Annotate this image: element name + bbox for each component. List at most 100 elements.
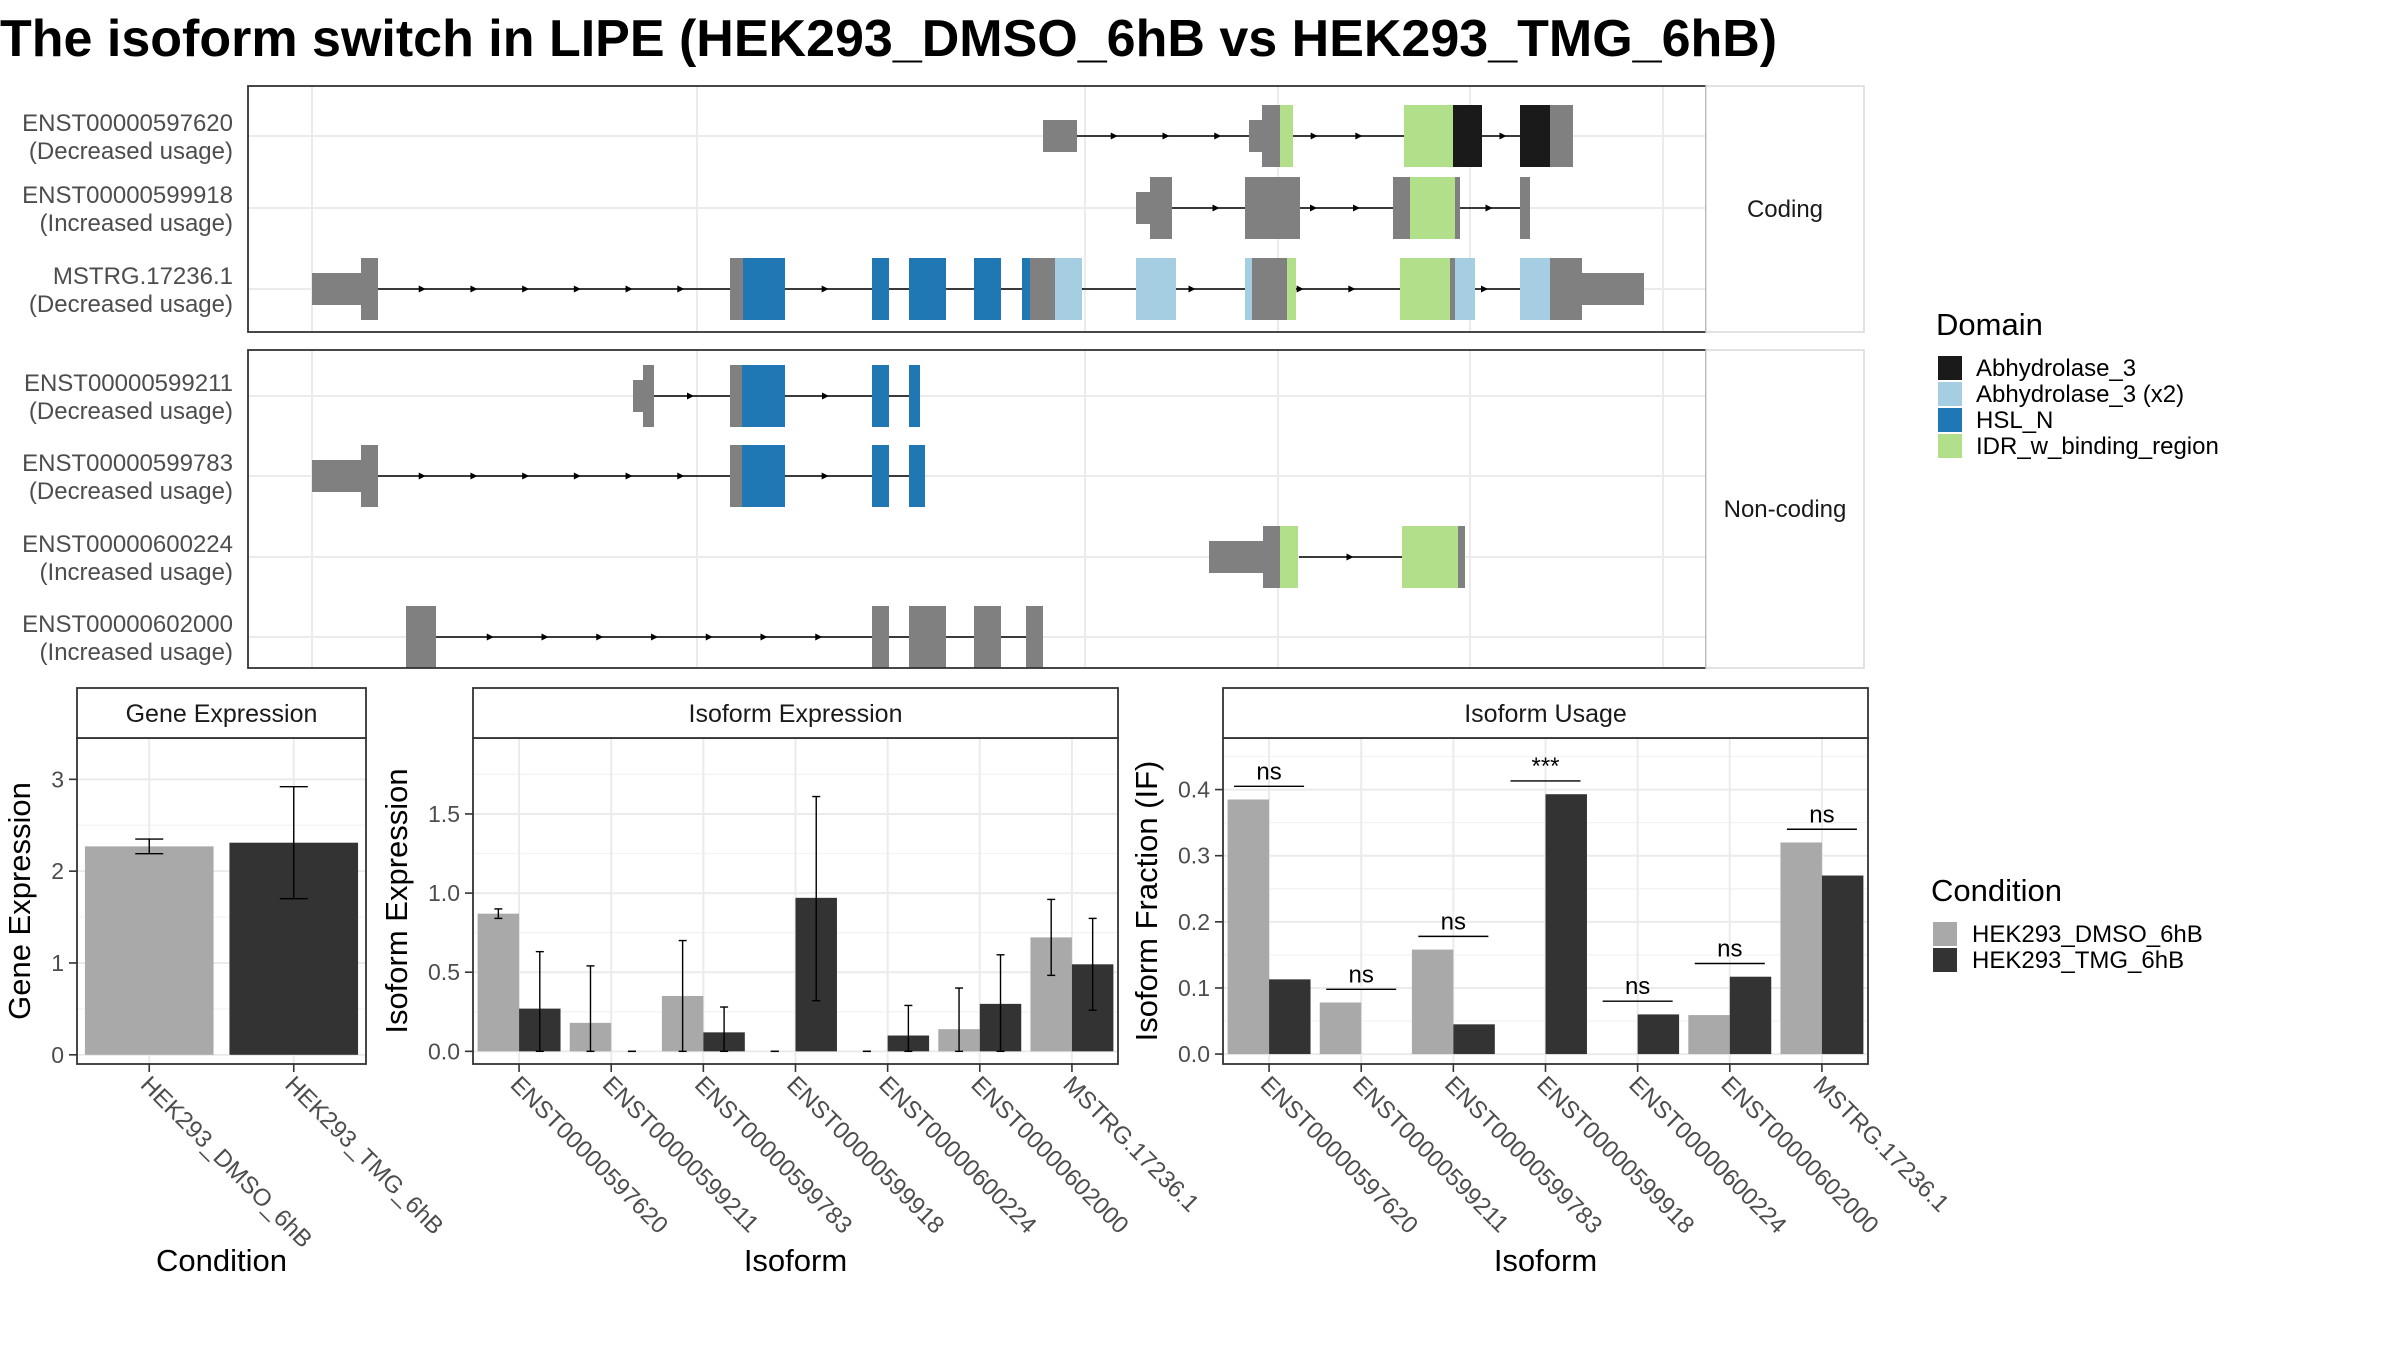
domain-block <box>1404 105 1453 167</box>
intron-arrow <box>1346 553 1354 561</box>
domain-block <box>1410 177 1455 239</box>
domain-block <box>872 365 889 427</box>
bar <box>1545 794 1587 1055</box>
domain-legend-swatch <box>1938 408 1962 432</box>
y-tick-label: 1.0 <box>428 880 460 906</box>
noncoding-strip-label: Non-coding <box>1724 496 1847 523</box>
domain-legend-label: Abhydrolase_3 (x2) <box>1976 381 2184 408</box>
intron-arrow <box>1348 285 1356 293</box>
y-tick-label: 0.3 <box>1178 843 1210 869</box>
transcript-usage-label: (Decreased usage) <box>29 398 233 425</box>
transcript-id-label: ENST00000602000 <box>22 611 233 638</box>
intron-arrow <box>596 633 604 641</box>
intron-arrow <box>1296 285 1304 293</box>
domain-block <box>909 445 925 507</box>
significance-label: *** <box>1531 753 1559 780</box>
y-axis-title: Isoform Expression <box>379 768 414 1033</box>
isoform-usage-chart: ns ns ns *** ns ns ns Isoform Usage 0.0 0.1 0.2 0.3… <box>1129 687 1954 1278</box>
exon-block <box>312 460 361 492</box>
panel-strip <box>1222 687 1869 739</box>
intron-arrow <box>677 285 685 293</box>
y-axis-title: Gene Expression <box>2 782 37 1020</box>
intron-arrow <box>651 633 658 641</box>
x-tick-label: ENST00000597620 <box>1255 1071 1423 1239</box>
domain-block <box>742 365 785 427</box>
domain-block <box>872 258 889 320</box>
intron-arrow <box>418 472 426 480</box>
domain-block <box>1280 526 1298 588</box>
bar <box>1453 1024 1495 1055</box>
domain-block <box>1136 258 1176 320</box>
significance-label: ns <box>1809 801 1834 828</box>
intron-arrow <box>573 285 581 293</box>
exon-block <box>872 606 889 668</box>
bar <box>1729 976 1772 1055</box>
domain-block <box>1280 105 1293 167</box>
x-tick-label: ENST00000599211 <box>597 1071 764 1238</box>
transcript-usage-label: (Decreased usage) <box>29 478 233 505</box>
intron-arrow <box>1353 204 1360 212</box>
transcript-usage-label: (Increased usage) <box>40 639 233 666</box>
condition-legend-label: HEK293_DMSO_6hB <box>1972 921 2203 948</box>
transcript-usage-label: (Decreased usage) <box>29 291 233 318</box>
transcript-usage-label: (Decreased usage) <box>29 138 233 165</box>
exon-block <box>1249 120 1262 152</box>
exon-block <box>974 606 1001 668</box>
exon-block <box>1150 177 1172 239</box>
domain-block <box>742 445 785 507</box>
x-tick-label: ENST00000602000 <box>966 1071 1134 1239</box>
x-axis-title: Condition <box>156 1243 287 1278</box>
intron-arrow <box>625 472 633 480</box>
intron-arrow <box>1481 285 1488 293</box>
domain-legend-swatch <box>1938 356 1962 380</box>
panel-strip <box>76 687 367 739</box>
intron-arrow <box>522 285 530 293</box>
noncoding-strip: Non-coding <box>1705 349 1865 669</box>
coding-strip: Coding <box>1705 85 1865 333</box>
bar <box>1411 949 1454 1055</box>
intron-arrow <box>822 392 829 400</box>
coding-strip-label: Coding <box>1747 196 1823 223</box>
domain-block <box>1287 258 1296 320</box>
intron-arrow <box>815 633 823 641</box>
exon-block <box>1245 177 1300 239</box>
exon-block <box>1458 526 1465 588</box>
transcript-usage-label: (Increased usage) <box>40 559 233 586</box>
y-tick-label: 3 <box>51 766 64 792</box>
domain-block <box>1245 258 1252 320</box>
intron-arrow <box>1310 132 1318 140</box>
panel-strip <box>472 687 1119 739</box>
exon-block <box>1209 541 1263 573</box>
transcript-id-label: ENST00000597620 <box>22 110 233 137</box>
significance-label: ns <box>1441 908 1466 935</box>
y-tick-label: 2 <box>51 858 64 884</box>
exon-block <box>909 606 946 668</box>
y-tick-label: 1.5 <box>428 801 460 827</box>
intron-arrow <box>1212 204 1220 212</box>
transcript-usage-label: (Increased usage) <box>40 210 233 237</box>
transcript-row <box>1043 105 1573 167</box>
coding-panel: ENST00000597620(Decreased usage)ENST0000… <box>22 85 1707 333</box>
y-tick-label: 0.1 <box>1178 975 1210 1001</box>
domain-block <box>1022 258 1030 320</box>
domain-block <box>1402 526 1458 588</box>
exon-block <box>730 445 742 507</box>
exon-block <box>1455 177 1460 239</box>
transcript-id-label: ENST00000599783 <box>22 450 233 477</box>
x-axis-title: Isoform <box>1494 1243 1597 1278</box>
intron-arrow <box>573 472 581 480</box>
intron-arrow <box>821 285 829 293</box>
bar <box>1780 842 1822 1055</box>
significance-label: ns <box>1717 935 1742 962</box>
intron-arrow <box>1355 132 1363 140</box>
y-axis-title: Isoform Fraction (IF) <box>1129 761 1164 1042</box>
domain-block <box>1400 258 1450 320</box>
exon-block <box>1393 177 1410 239</box>
x-axis-title: Isoform <box>744 1243 847 1278</box>
x-tick-label: HEK293_TMG_6hB <box>280 1071 449 1240</box>
bar <box>477 913 520 1052</box>
transcript-id-label: MSTRG.17236.1 <box>53 263 233 290</box>
domain-legend-label: IDR_w_binding_region <box>1976 433 2219 460</box>
